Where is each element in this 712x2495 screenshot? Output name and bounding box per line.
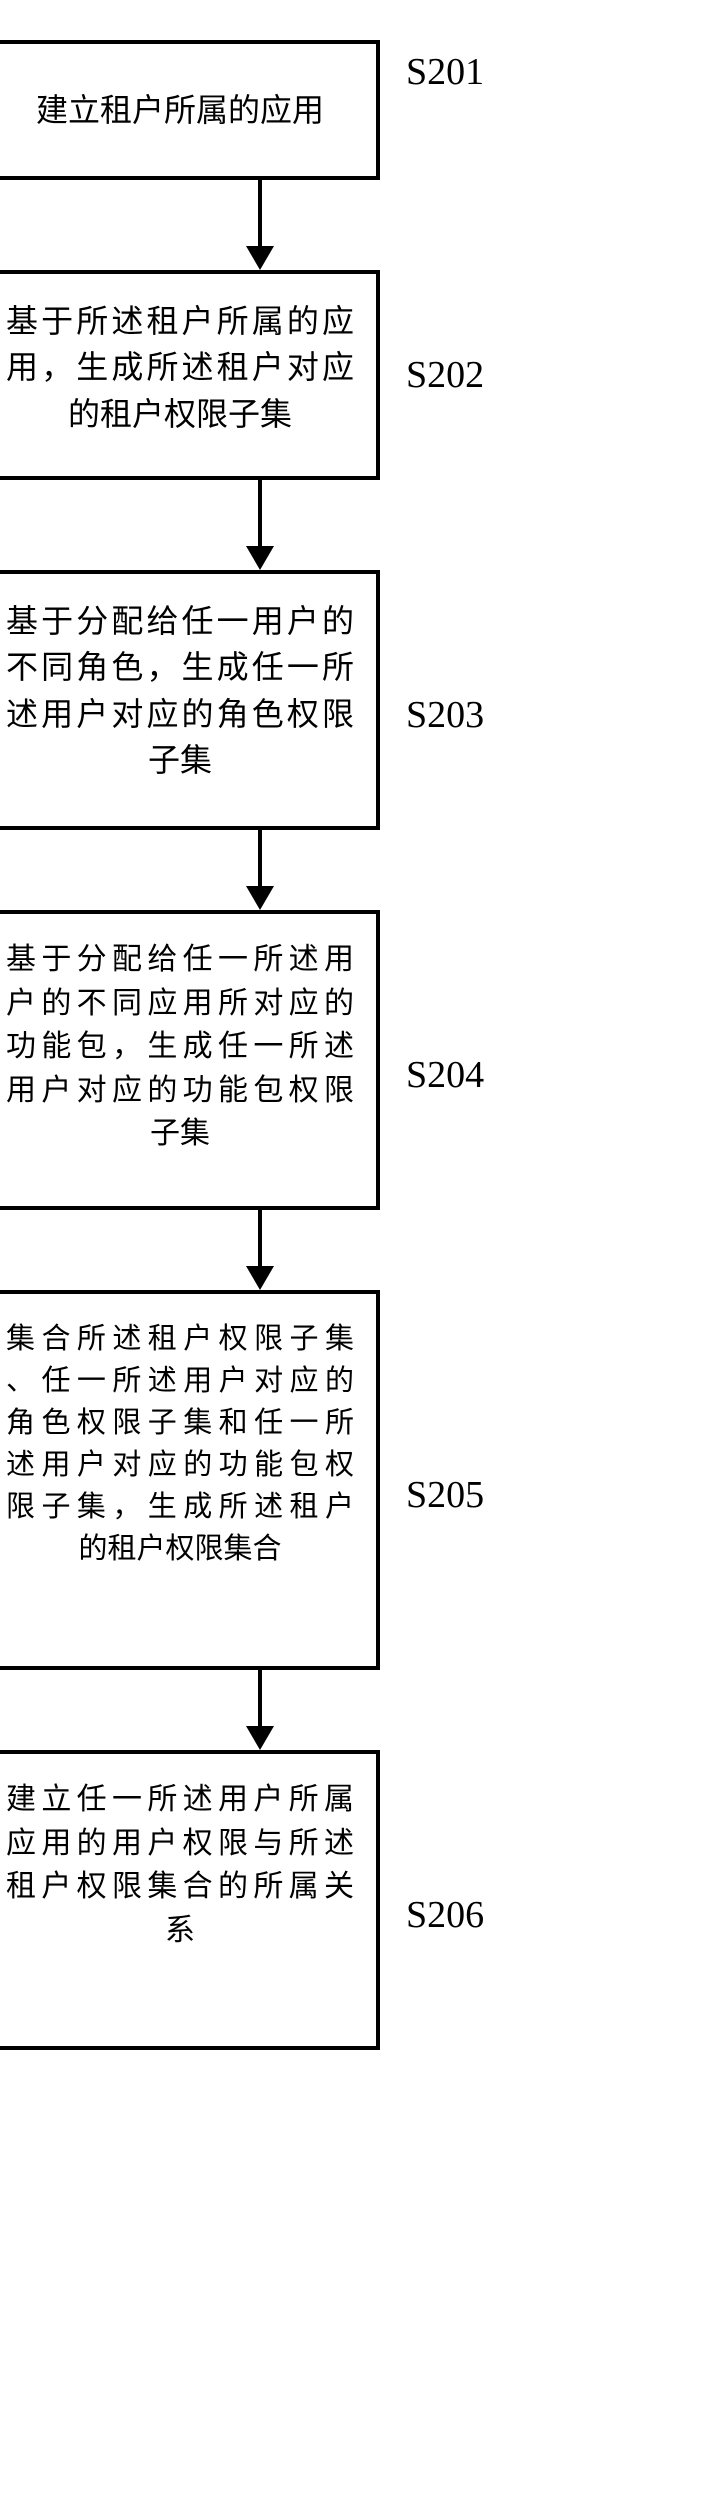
box-s204-line3: 功能包，生成任一所述 bbox=[6, 1025, 354, 1069]
arrow-4 bbox=[60, 1210, 460, 1290]
box-s204-line1: 基于分配给任一所述用 bbox=[6, 938, 354, 982]
box-s205: 集合所述租户权限子集 、任一所述用户对应的 角色权限子集和任一所 述用户对应的功… bbox=[0, 1290, 380, 1670]
box-s206: 建立任一所述用户所属 应用的用户权限与所述 租户权限集合的所属关 系 bbox=[0, 1750, 380, 2050]
box-s205-line2: 、任一所述用户对应的 bbox=[6, 1360, 354, 1402]
box-s203-line4: 子集 bbox=[6, 737, 354, 783]
label-s206: S206 bbox=[406, 1893, 484, 1937]
label-s201: S201 bbox=[406, 50, 484, 94]
box-s206-line3: 租户权限集合的所属关 bbox=[6, 1865, 354, 1909]
box-s203-line1: 基于分配给任一用户的 bbox=[6, 598, 354, 644]
label-s203: S203 bbox=[406, 693, 484, 737]
label-s204: S204 bbox=[406, 1053, 484, 1097]
flowchart: 建立租户所属的应用 S201 基于所述租户所属的应 用，生成所述租户对应 的租户… bbox=[60, 40, 460, 2050]
arrow-3 bbox=[60, 830, 460, 910]
step-row-s203: 基于分配给任一用户的 不同角色，生成任一所 述用户对应的角色权限 子集 S203 bbox=[0, 570, 540, 830]
step-row-s204: 基于分配给任一所述用 户的不同应用所对应的 功能包，生成任一所述 用户对应的功能… bbox=[0, 910, 540, 1210]
box-s202-line2: 用，生成所述租户对应 bbox=[6, 344, 354, 390]
step-row-s201: 建立租户所属的应用 S201 bbox=[0, 40, 540, 180]
box-s205-line3: 角色权限子集和任一所 bbox=[6, 1402, 354, 1444]
box-s203-line3: 述用户对应的角色权限 bbox=[6, 691, 354, 737]
arrow-5 bbox=[60, 1670, 460, 1750]
box-s201-line1: 建立租户所属的应用 bbox=[36, 87, 324, 133]
box-s201: 建立租户所属的应用 bbox=[0, 40, 380, 180]
label-s202: S202 bbox=[406, 353, 484, 397]
box-s204: 基于分配给任一所述用 户的不同应用所对应的 功能包，生成任一所述 用户对应的功能… bbox=[0, 910, 380, 1210]
box-s203: 基于分配给任一用户的 不同角色，生成任一所 述用户对应的角色权限 子集 bbox=[0, 570, 380, 830]
box-s206-line4: 系 bbox=[6, 1909, 354, 1953]
box-s204-line2: 户的不同应用所对应的 bbox=[6, 982, 354, 1026]
box-s204-line5: 子集 bbox=[6, 1112, 354, 1156]
step-row-s202: 基于所述租户所属的应 用，生成所述租户对应 的租户权限子集 S202 bbox=[0, 270, 540, 480]
box-s206-line1: 建立任一所述用户所属 bbox=[6, 1778, 354, 1822]
box-s205-line4: 述用户对应的功能包权 bbox=[6, 1444, 354, 1486]
box-s202: 基于所述租户所属的应 用，生成所述租户对应 的租户权限子集 bbox=[0, 270, 380, 480]
box-s206-line2: 应用的用户权限与所述 bbox=[6, 1822, 354, 1866]
box-s204-line4: 用户对应的功能包权限 bbox=[6, 1069, 354, 1113]
step-row-s205: 集合所述租户权限子集 、任一所述用户对应的 角色权限子集和任一所 述用户对应的功… bbox=[0, 1290, 540, 1670]
box-s205-line1: 集合所述租户权限子集 bbox=[6, 1318, 354, 1360]
label-s205: S205 bbox=[406, 1473, 484, 1517]
box-s203-line2: 不同角色，生成任一所 bbox=[6, 644, 354, 690]
box-s205-line6: 的租户权限集合 bbox=[6, 1528, 354, 1570]
step-row-s206: 建立任一所述用户所属 应用的用户权限与所述 租户权限集合的所属关 系 S206 bbox=[0, 1750, 540, 2050]
box-s202-line1: 基于所述租户所属的应 bbox=[6, 298, 354, 344]
arrow-2 bbox=[60, 480, 460, 570]
arrow-1 bbox=[60, 180, 460, 270]
box-s205-line5: 限子集，生成所述租户 bbox=[6, 1486, 354, 1528]
box-s202-line3: 的租户权限子集 bbox=[6, 391, 354, 437]
